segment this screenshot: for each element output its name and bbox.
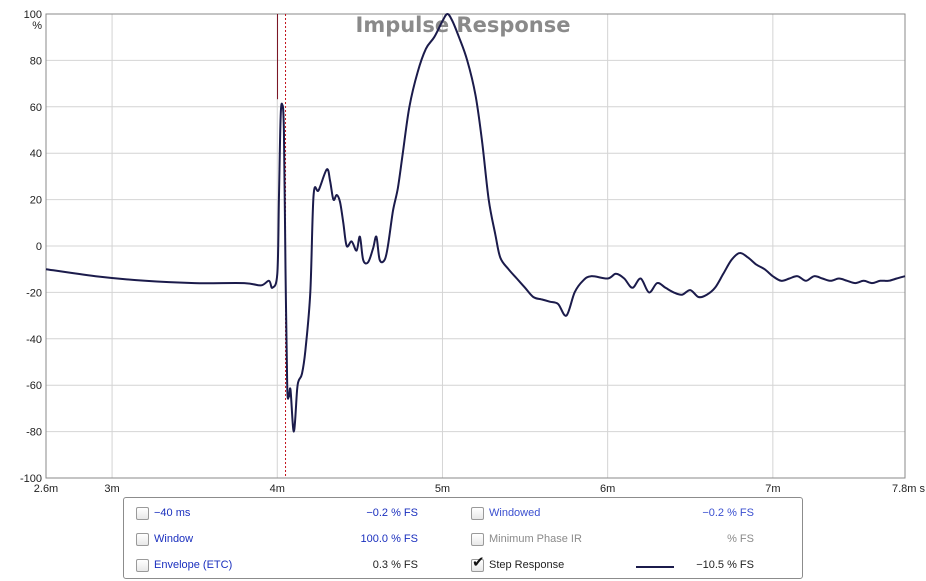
x-tick-label: 6m — [600, 483, 615, 495]
chart-grid — [45, 13, 906, 479]
legend-value: % FS — [727, 533, 754, 545]
envelope-checkbox[interactable] — [136, 559, 149, 572]
x-tick-label: 4m — [270, 483, 285, 495]
y-tick-label: -20 — [26, 287, 42, 299]
y-tick-label: 80 — [30, 55, 42, 67]
minimum-phase-checkbox[interactable] — [471, 533, 484, 546]
checkmark-icon: ✔ — [472, 554, 485, 571]
x-tick-label: 3m — [104, 483, 119, 495]
y-tick-label: 60 — [30, 102, 42, 114]
y-tick-label: -40 — [26, 334, 42, 346]
x-axis-ticks: 2.6m 3m 4m 5m 6m 7m 7.8m s — [34, 483, 926, 495]
chart-title: Impulse Response — [356, 13, 571, 37]
legend-label[interactable]: Window — [154, 533, 194, 545]
y-tick-label: 40 — [30, 148, 42, 160]
legend-value: 100.0 % FS — [360, 533, 418, 545]
x-tick-label: 7.8m s — [892, 483, 926, 495]
legend-line-swatch — [636, 566, 674, 568]
legend-label[interactable]: Envelope (ETC) — [154, 559, 233, 571]
x-tick-label: 7m — [765, 483, 780, 495]
y-axis-ticks: 100 80 60 40 20 0 -20 -40 -60 -80 -100 — [20, 9, 42, 485]
legend-label[interactable]: Minimum Phase IR — [489, 533, 582, 545]
legend-label[interactable]: Windowed — [489, 507, 541, 519]
plot-frame — [45, 13, 906, 479]
y-tick-label: -60 — [26, 380, 42, 392]
x-tick-label: 2.6m — [34, 483, 58, 495]
legend-panel: −40 ms −0.2 % FS Windowed −0.2 % FS Wind… — [123, 497, 803, 579]
legend-value: 0.3 % FS — [372, 559, 418, 571]
y-tick-label: -80 — [26, 427, 42, 439]
legend-value: −0.2 % FS — [366, 507, 418, 519]
legend-row: Window 100.0 % FS Minimum Phase IR % FS — [124, 530, 802, 550]
legend-value: −0.2 % FS — [702, 507, 754, 519]
y-tick-label: 0 — [36, 241, 42, 253]
window-checkbox[interactable] — [136, 533, 149, 546]
windowed-checkbox[interactable] — [471, 507, 484, 520]
step-response-trace — [45, 13, 906, 433]
x-tick-label: 5m — [435, 483, 450, 495]
y-tick-label: 100 — [24, 9, 42, 21]
y-tick-label: 20 — [30, 195, 42, 207]
legend-row: −40 ms −0.2 % FS Windowed −0.2 % FS — [124, 504, 802, 524]
impulse-response-chart: 100 80 60 40 20 0 -20 -40 -60 -80 -100 2.6m 3m 4m 5m 6… — [20, 9, 926, 495]
y-tick-label: -100 — [20, 473, 42, 485]
legend-value: −10.5 % FS — [696, 559, 754, 571]
etc-window-checkbox[interactable] — [136, 507, 149, 520]
legend-label[interactable]: Step Response — [489, 559, 565, 571]
legend-row: Envelope (ETC) 0.3 % FS ✔ Step Response … — [124, 555, 802, 576]
y-axis-unit-label: % — [32, 20, 42, 32]
legend-label[interactable]: −40 ms — [154, 507, 191, 519]
step-response-checkbox[interactable]: ✔ — [471, 555, 485, 572]
